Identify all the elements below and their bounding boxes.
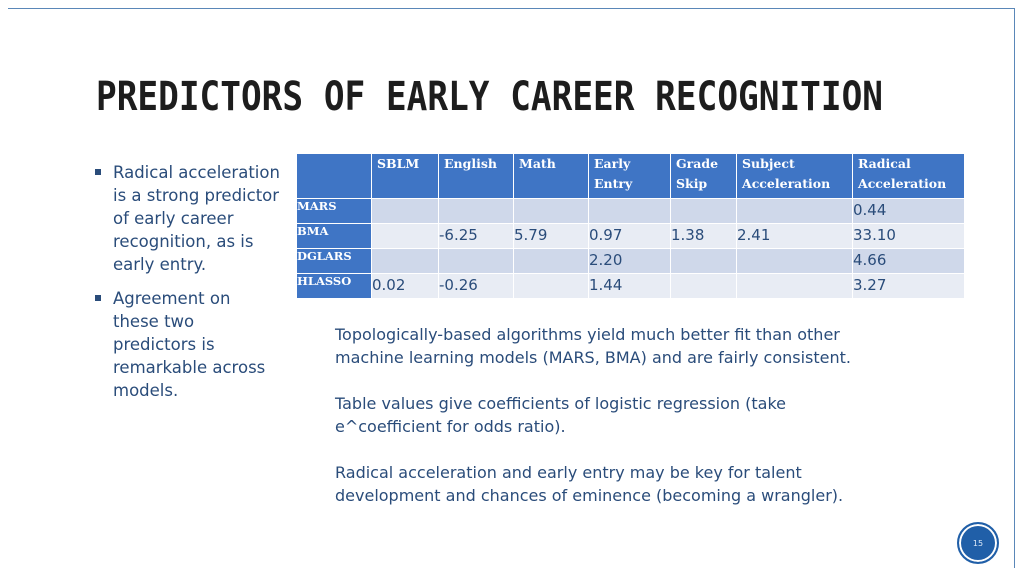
right-border-line (1014, 8, 1015, 568)
column-header: Grade Skip (670, 153, 737, 199)
coefficient-table: SBLM English Math Early Entry Grade Skip… (296, 153, 965, 306)
note-line: Radical acceleration and early entry may… (335, 463, 802, 482)
column-header: Early Entry (588, 153, 671, 199)
table-cell: 1.38 (670, 223, 737, 249)
data-table: SBLM English Math Early Entry Grade Skip… (296, 153, 965, 299)
table-cell (670, 273, 737, 299)
table-cell (438, 198, 514, 224)
row-label: DGLARS (296, 248, 372, 274)
table-row: DGLARS 2.20 4.66 (296, 248, 965, 274)
column-header: English (438, 153, 514, 199)
bullet-item: Radical acceleration is a strong predict… (95, 161, 280, 276)
table-row: MARS 0.44 (296, 198, 965, 224)
bullet-list: Radical acceleration is a strong predict… (95, 161, 280, 413)
table-cell (736, 273, 853, 299)
table-header-row: SBLM English Math Early Entry Grade Skip… (296, 153, 965, 199)
bullet-item: Agreement on these two predictors is rem… (95, 287, 280, 402)
slide-title: PREDICTORS OF EARLY CAREER RECOGNITION (96, 74, 884, 120)
table-cell: 2.20 (588, 248, 671, 274)
table-cell (736, 248, 853, 274)
table-cell: 0.97 (588, 223, 671, 249)
table-cell: 3.27 (852, 273, 965, 299)
table-cell (513, 198, 589, 224)
column-header: Math (513, 153, 589, 199)
note-paragraph: Radical acceleration and early entry may… (335, 461, 935, 507)
table-cell: -6.25 (438, 223, 514, 249)
square-bullet-icon (95, 295, 101, 301)
note-line: Table values give coefficients of logist… (335, 394, 786, 413)
table-cell: 1.44 (588, 273, 671, 299)
table-row: BMA -6.25 5.79 0.97 1.38 2.41 33.10 (296, 223, 965, 249)
table-cell (371, 198, 439, 224)
page-number-badge: 15 (957, 522, 999, 564)
table-cell: -0.26 (438, 273, 514, 299)
note-line: development and chances of eminence (bec… (335, 486, 844, 505)
table-cell: 2.41 (736, 223, 853, 249)
table-cell (513, 248, 589, 274)
square-bullet-icon (95, 169, 101, 175)
table-cell (670, 198, 737, 224)
table-cell (588, 198, 671, 224)
table-cell: 4.66 (852, 248, 965, 274)
note-line: machine learning models (MARS, BMA) and … (335, 348, 852, 367)
note-paragraph: Table values give coefficients of logist… (335, 392, 935, 438)
bullet-text: Radical acceleration is a strong predict… (113, 163, 280, 274)
table-cell (371, 223, 439, 249)
table-cell (736, 198, 853, 224)
table-cell (371, 248, 439, 274)
table-cell: 0.44 (852, 198, 965, 224)
row-label: MARS (296, 198, 372, 224)
row-label: HLASSO (296, 273, 372, 299)
table-cell: 5.79 (513, 223, 589, 249)
column-header: Radical Acceleration (852, 153, 965, 199)
note-line: e^coefficient for odds ratio). (335, 417, 566, 436)
notes-text: Topologically-based algorithms yield muc… (335, 323, 935, 530)
row-label: BMA (296, 223, 372, 249)
note-line: Topologically-based algorithms yield muc… (335, 325, 840, 344)
table-cell (670, 248, 737, 274)
column-header: Subject Acceleration (736, 153, 853, 199)
column-header (296, 153, 372, 199)
table-cell (513, 273, 589, 299)
note-paragraph: Topologically-based algorithms yield muc… (335, 323, 935, 369)
top-border-line (8, 8, 1014, 9)
bullet-text: Agreement on these two predictors is rem… (113, 289, 266, 400)
table-row: HLASSO 0.02 -0.26 1.44 3.27 (296, 273, 965, 299)
column-header: SBLM (371, 153, 439, 199)
table-cell: 33.10 (852, 223, 965, 249)
table-cell (438, 248, 514, 274)
table-cell: 0.02 (371, 273, 439, 299)
